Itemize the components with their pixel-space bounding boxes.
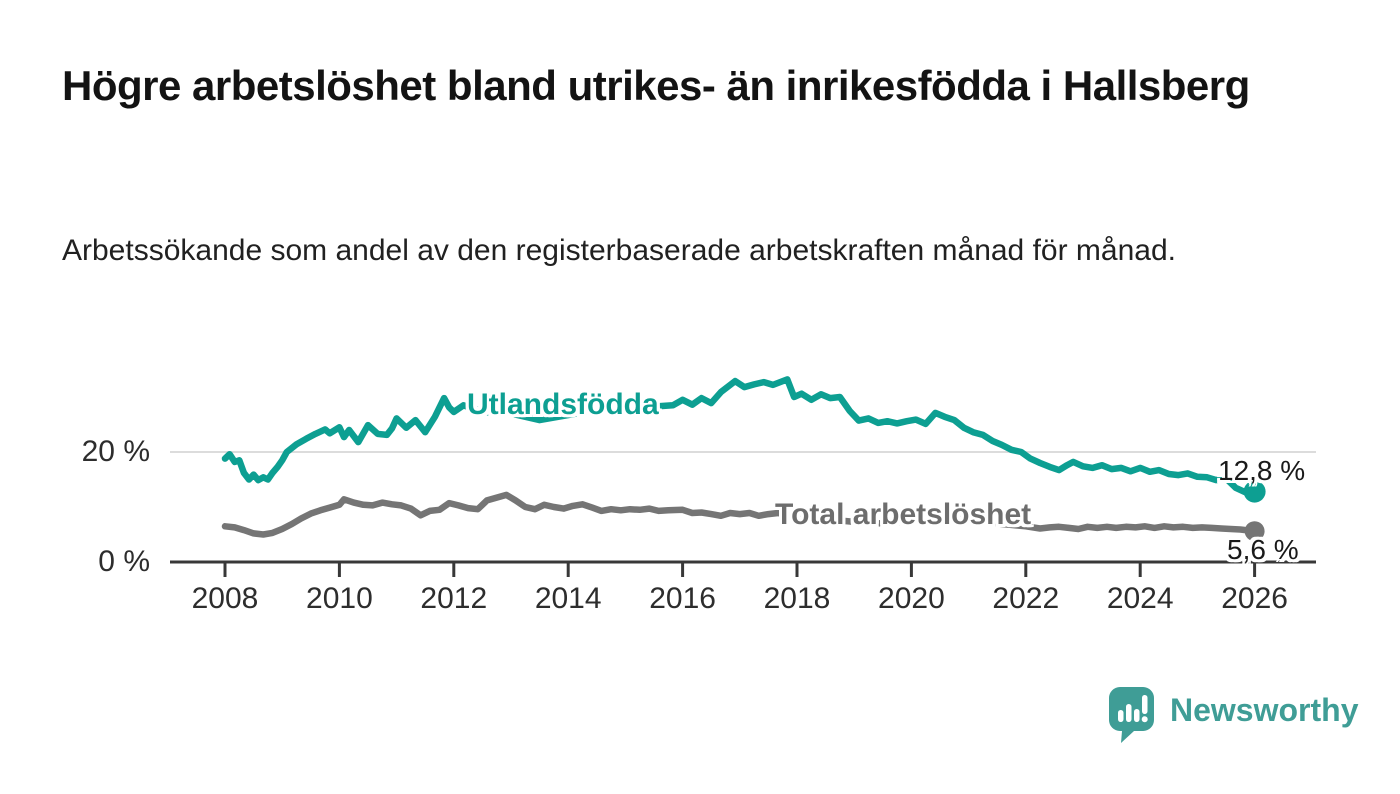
series-label-total-arbetsloshet: Total arbetslöshet [775,498,1032,531]
newsworthy-logo-text: Newsworthy [1170,692,1359,728]
bar-chart-speech-bubble-icon [1109,687,1154,743]
series-line-total [221,491,1258,538]
x-tick-label: 2008 [191,582,259,615]
page-subtitle: Arbetssökande som andel av den registerb… [62,234,1176,267]
end-value-label-total: 5,6 % [1227,534,1299,565]
x-tick-label: 2020 [878,582,945,615]
series-end-dot-total [1244,521,1265,542]
x-tick-label: 2014 [534,582,602,615]
end-value-label-utlandsfodda: 12,8 % [1218,455,1306,486]
x-tick-label: 2018 [763,582,831,615]
series-line-utlandsfodda [221,376,1258,496]
page-title: Högre arbetslöshet bland utrikes- än inr… [62,62,1250,109]
x-tick-label: 2012 [420,582,488,615]
x-tick-label: 2022 [992,582,1060,615]
series-end-dot-utlandsfodda [1243,480,1266,503]
newsworthy-logo: Newsworthy [1108,686,1358,744]
y-tick-label: 20 % [81,435,150,468]
x-tick-label: 2026 [1221,582,1288,615]
x-tick-label: 2016 [649,582,716,615]
x-tick-label: 2010 [306,582,373,615]
series-label-utlandsfodda: Utlandsfödda [467,388,659,421]
y-tick-label: 0 % [98,545,150,578]
x-tick-label: 2024 [1106,582,1174,615]
